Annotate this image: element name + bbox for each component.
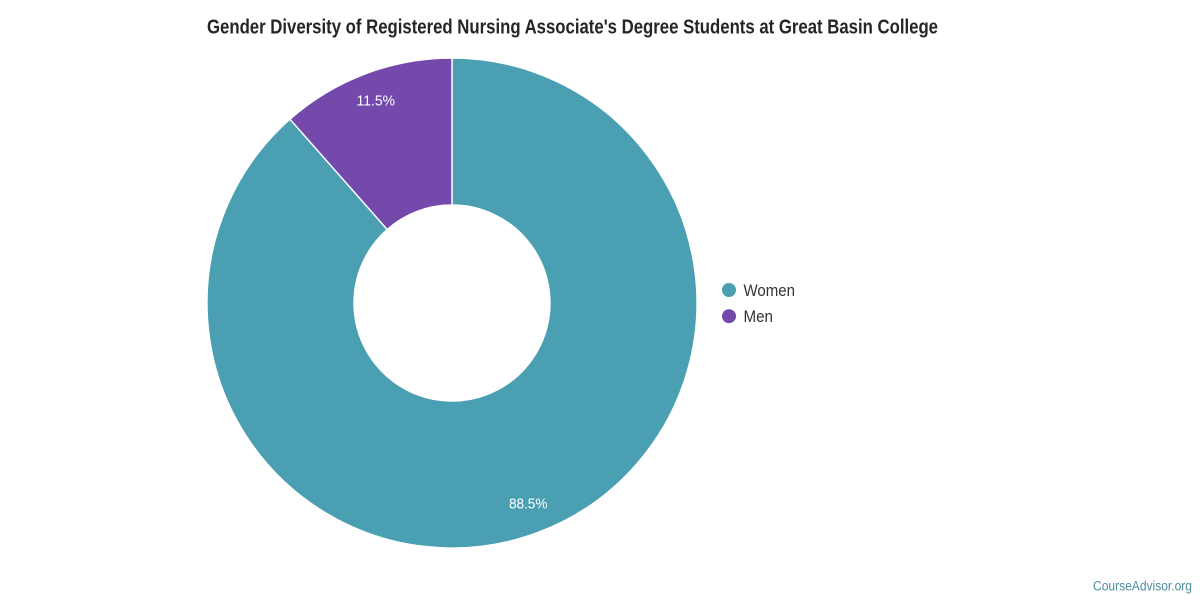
- svg-text:Men: Men: [744, 308, 774, 326]
- svg-text:Gender Diversity of Registered: Gender Diversity of Registered Nursing A…: [207, 17, 938, 39]
- svg-text:11.5%: 11.5%: [357, 94, 396, 110]
- svg-text:88.5%: 88.5%: [509, 497, 548, 513]
- svg-text:Women: Women: [744, 282, 796, 300]
- svg-text:CourseAdvisor.org: CourseAdvisor.org: [1093, 579, 1192, 594]
